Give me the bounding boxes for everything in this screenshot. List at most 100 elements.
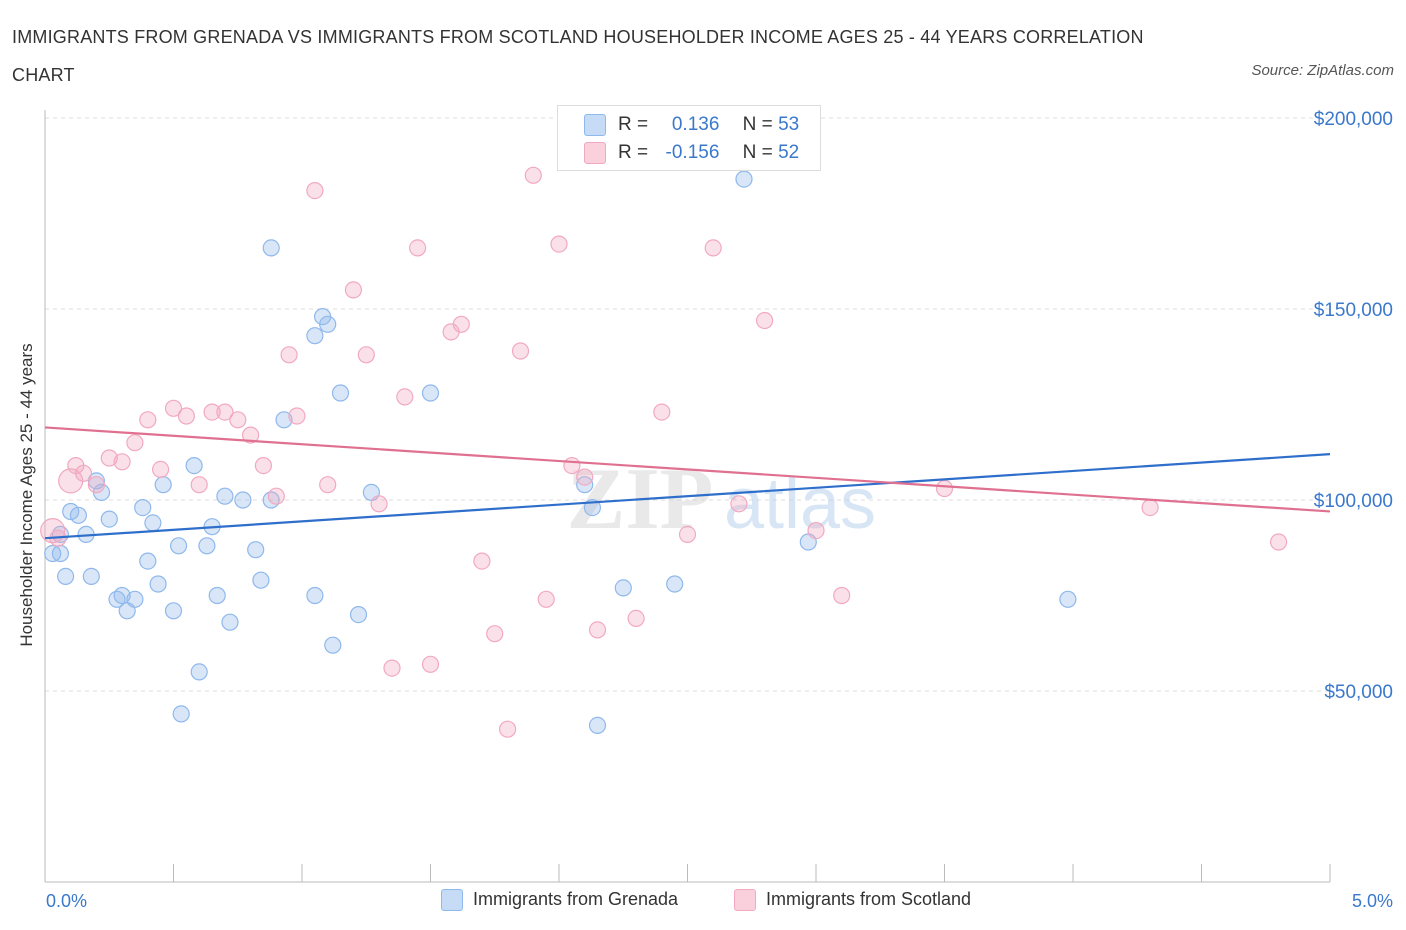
grenada-point (82, 567, 100, 586)
grenada-point (172, 705, 190, 723)
scotland-point (653, 403, 671, 421)
grenada-point (164, 602, 183, 620)
scotland-point (267, 487, 285, 505)
scotland-point (74, 464, 93, 482)
scotland-point (486, 625, 504, 643)
scotland-point (357, 346, 375, 364)
scotland-point (306, 182, 324, 200)
grenada-point (262, 239, 280, 257)
scotland-point (627, 609, 645, 628)
grenada-point (100, 510, 118, 528)
axes (44, 110, 1331, 883)
legend-item-scotland: Immigrants from Scotland (734, 889, 972, 912)
grenada-point (331, 384, 350, 402)
grenada-point (139, 552, 157, 570)
stats-legend-row-grenada: R = 0.136 N = 53 (584, 112, 799, 138)
scotland-point (935, 479, 954, 498)
scotland-point (833, 586, 851, 605)
grenada-point (144, 514, 162, 532)
grenada-point (614, 579, 632, 597)
scotland-point (409, 239, 427, 257)
scotland-point (678, 525, 697, 544)
scotland-point (229, 411, 247, 429)
scotland-point (452, 315, 470, 333)
scotland-point (344, 281, 362, 299)
scotland-r-value: -0.156 (665, 142, 720, 163)
grenada-n-value: 53 (778, 114, 800, 135)
grenada-point (113, 586, 131, 605)
y-tick-label: $50,000 (1324, 682, 1393, 703)
grenada-n-label: N = (742, 114, 773, 135)
scotland-point (1141, 499, 1159, 517)
scotland-point (280, 346, 298, 364)
scotland-n-label: N = (742, 142, 773, 163)
grenada-point (154, 476, 172, 494)
scotland-point (126, 434, 144, 452)
scotland-point (730, 495, 748, 513)
legend-grenada-label: Immigrants from Grenada (473, 889, 679, 909)
scotland-point (576, 468, 594, 486)
scotland-point (190, 476, 208, 494)
grenada-point (56, 567, 75, 586)
scotland-point (807, 521, 825, 540)
x-tick-label-min: 0.0% (46, 891, 88, 911)
scotland-point (563, 457, 581, 475)
grenada-point (588, 716, 607, 735)
grenada-point (735, 170, 753, 188)
grenada-point (208, 586, 226, 605)
scotland-point (421, 655, 440, 673)
grenada-point (349, 605, 368, 624)
legend-scotland-swatch (734, 889, 756, 912)
watermark: ZIP atlas (567, 451, 876, 548)
scotland-point (524, 166, 542, 184)
grenada-point (126, 590, 144, 608)
scotland-point (203, 403, 221, 421)
scotland-point (87, 476, 106, 494)
scotland-point (499, 720, 517, 738)
scotland-point (164, 399, 183, 417)
scotland-point (254, 457, 272, 475)
scotland-point (755, 311, 774, 330)
grenada-r-label: R = (618, 114, 649, 135)
scotland-n-value: 52 (778, 142, 800, 163)
grenada-point (216, 487, 234, 505)
y-tick-labels: $50,000 $100,000 $150,000 $200,000 (1314, 109, 1393, 703)
grenada-point (134, 499, 152, 517)
scotland-point (550, 235, 568, 253)
series-scotland-points (40, 166, 1288, 738)
scotland-point (113, 453, 131, 471)
trend-lines (44, 426, 1331, 540)
grenada-r-value: 0.136 (671, 114, 720, 135)
scotland-point (152, 460, 170, 478)
scotland-point (139, 411, 157, 429)
scotland-point (383, 659, 401, 677)
grenada-point (198, 537, 216, 555)
grenada-point (51, 544, 70, 563)
scotland-point (177, 407, 195, 425)
grenada-point (421, 384, 440, 402)
scotland-r-label: R = (618, 142, 649, 163)
grenada-point (190, 663, 208, 681)
legend-scotland-label: Immigrants from Scotland (766, 889, 972, 909)
scotland-point (319, 476, 337, 494)
x-tick-label-max: 5.0% (1351, 891, 1393, 911)
grenada-point (306, 327, 324, 345)
grenada-point (69, 506, 88, 524)
scotland-trend-line (44, 426, 1331, 513)
grenada-point (234, 491, 252, 509)
y-tick-label: $150,000 (1314, 300, 1393, 321)
scotland-point (288, 407, 306, 425)
scotland-point (242, 426, 260, 444)
scotland-point (537, 590, 555, 608)
scotland-point (473, 552, 491, 570)
grenada-point (252, 571, 270, 589)
scotland-point (370, 495, 388, 513)
grenada-point (324, 636, 342, 654)
grenada-point (170, 537, 188, 555)
scotland-point (511, 342, 530, 360)
gridlines (45, 117, 1330, 692)
grenada-point (149, 575, 167, 593)
series-grenada-points (44, 170, 1077, 735)
scotland-point (704, 239, 722, 257)
